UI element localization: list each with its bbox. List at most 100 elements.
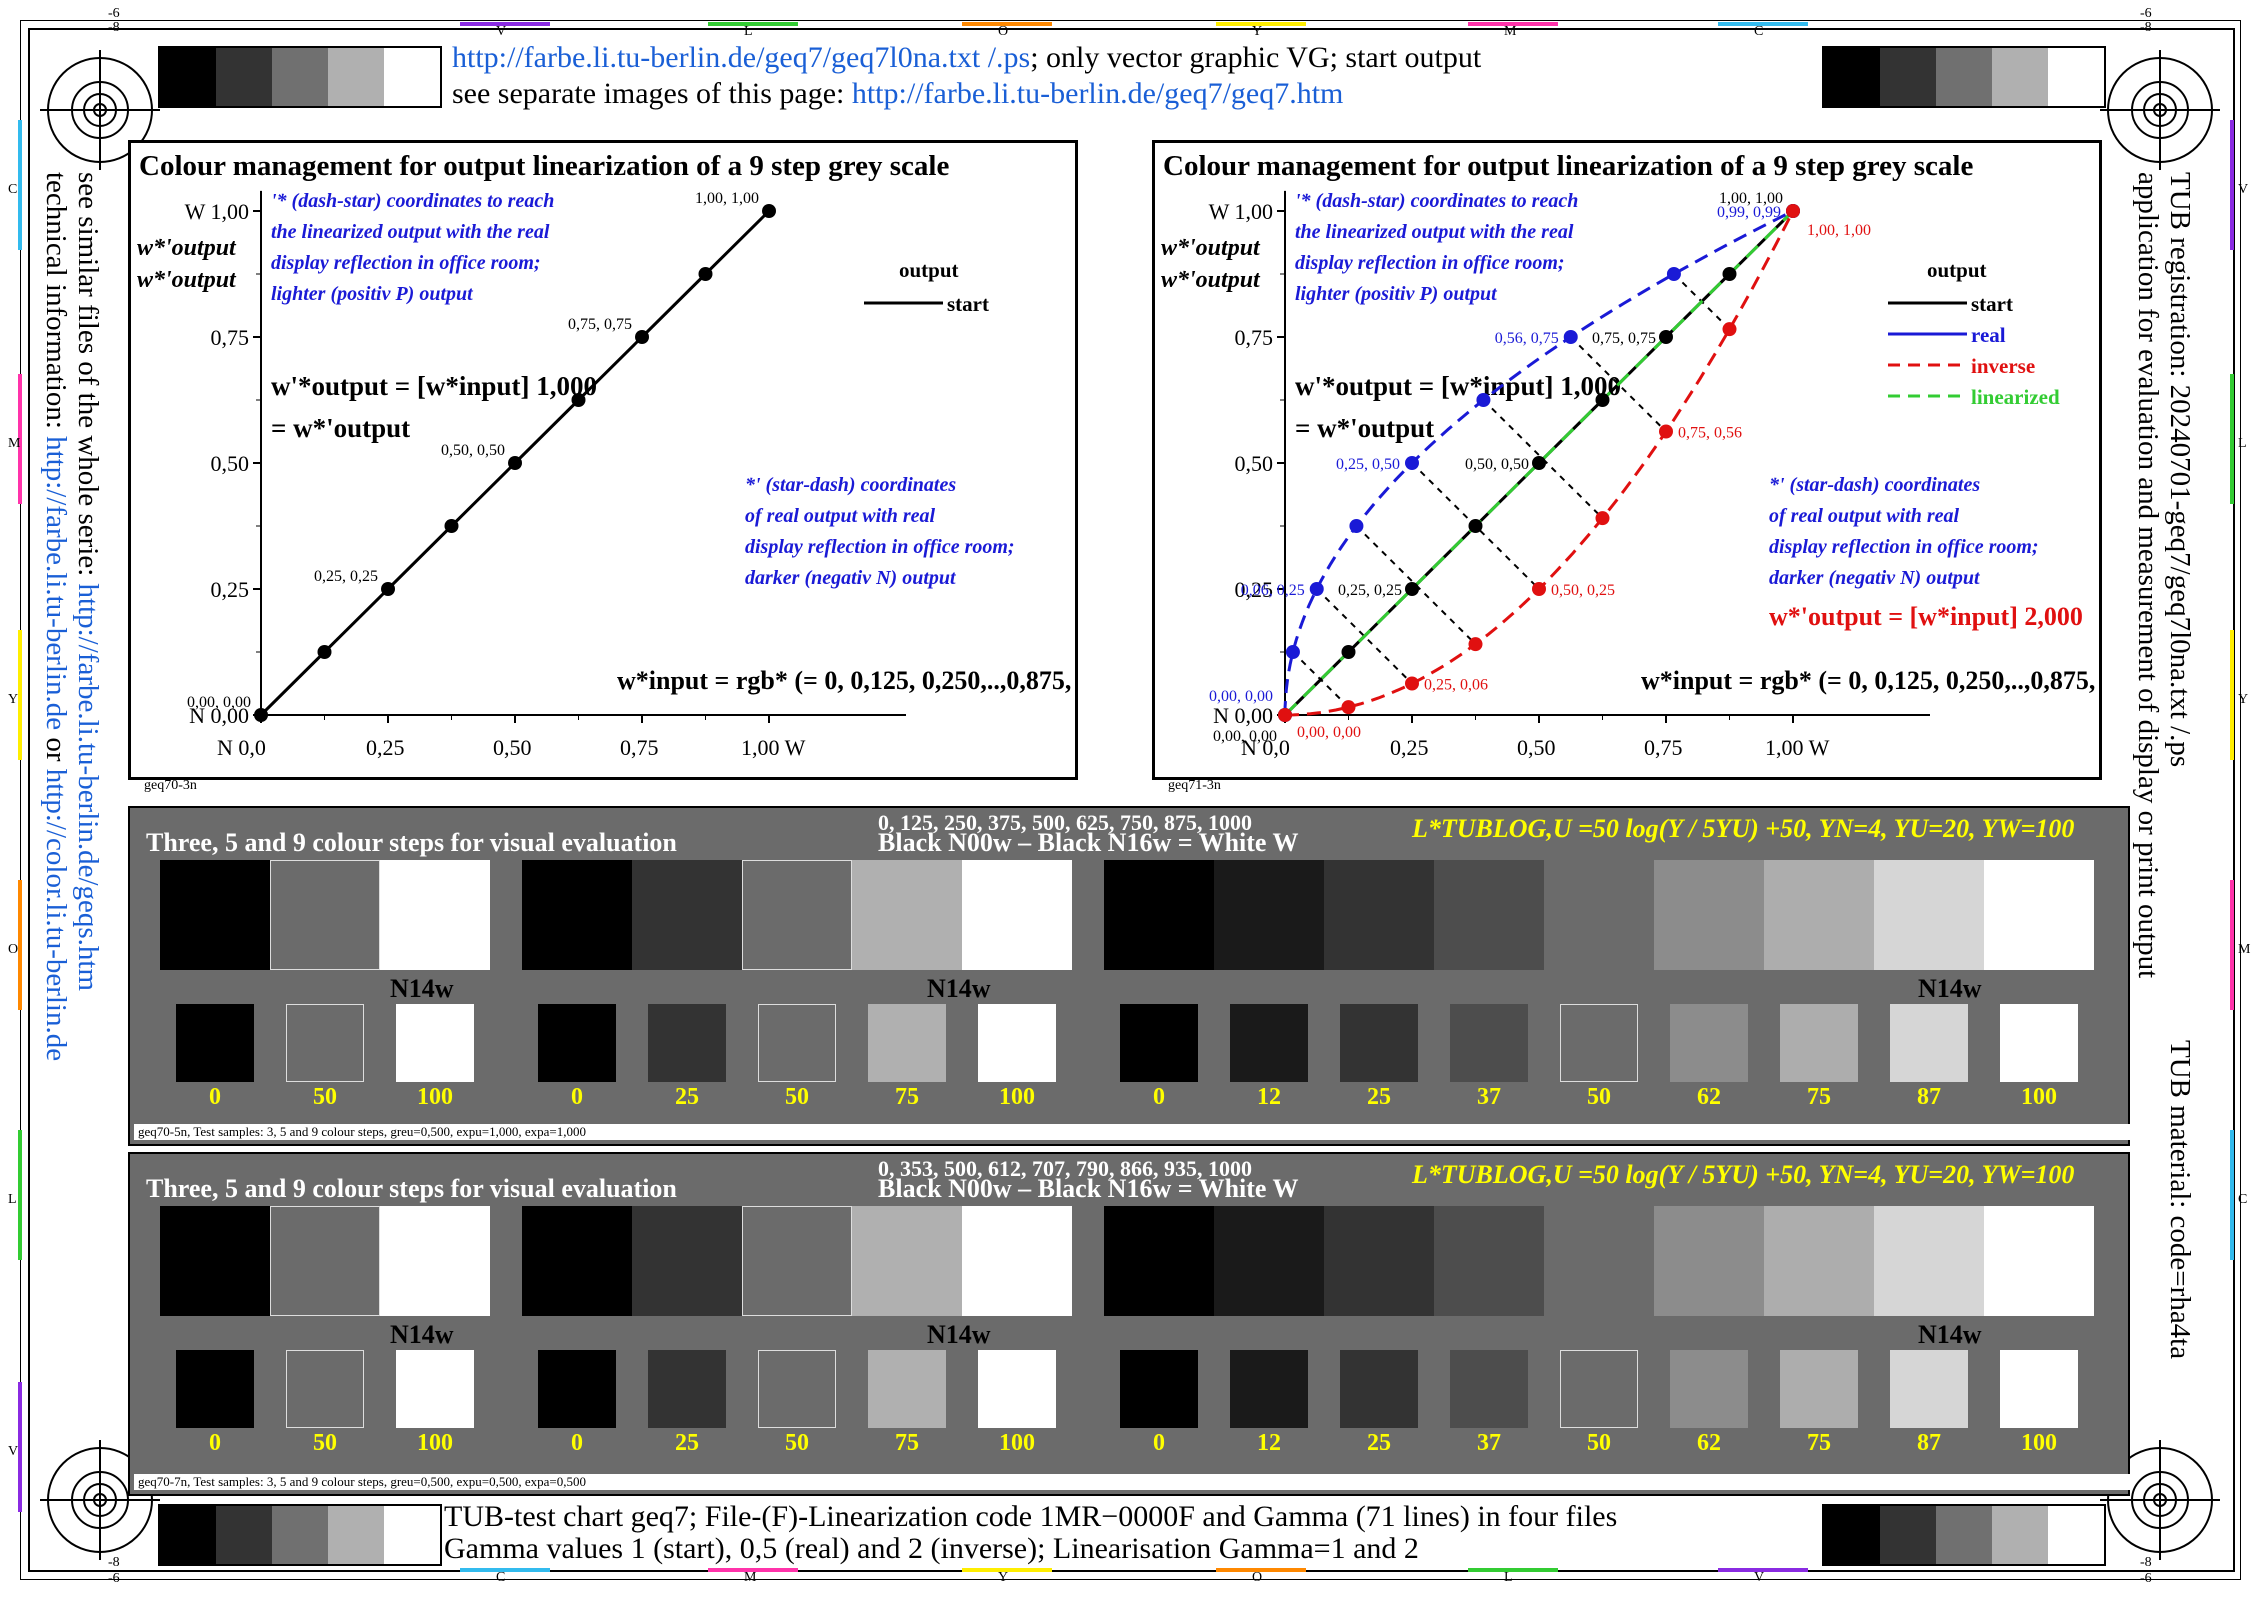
ruler-color-bar (1216, 1568, 1306, 1572)
large-grey-patch-outline (270, 1206, 380, 1316)
small-grey-patch (1780, 1350, 1858, 1428)
large-grey-patch (852, 860, 962, 970)
y-tick-label: W 1,00 (185, 199, 249, 224)
point-label: 0,25, 0,50 (1336, 456, 1400, 473)
ruler-letter: V (496, 24, 507, 39)
legend-title: output (1927, 258, 1987, 282)
small-grey-patch (978, 1350, 1056, 1428)
step-value-label: 75 (1807, 1084, 1831, 1110)
y-axis-label-2: w*'output (137, 267, 237, 293)
small-grey-patch (538, 1350, 616, 1428)
small-grey-patch (286, 1350, 364, 1428)
step-value-label: 12 (1257, 1084, 1281, 1110)
series-inverse-point (1278, 708, 1292, 722)
large-grey-patch (1214, 860, 1324, 970)
annotation-line: *' (star-dash) coordinates (1769, 474, 1980, 496)
n14-label: N14w (390, 974, 454, 1003)
evaluation-panel-1: Three, 5 and 9 colour steps for visual e… (128, 806, 2132, 1146)
step-value-label: 50 (785, 1084, 809, 1110)
step-value-label: 25 (675, 1430, 699, 1456)
small-grey-patch (978, 1004, 1056, 1082)
series-start-point (635, 330, 649, 344)
large-grey-patch-outline (742, 1206, 852, 1316)
small-grey-patch (176, 1004, 254, 1082)
grey-swatch (384, 48, 440, 106)
y-axis-label-1: w*'output (1161, 235, 1261, 261)
point-label: 0,50, 0,50 (441, 442, 505, 459)
ruler-color-bar (2230, 374, 2234, 504)
step-value-label: 87 (1917, 1084, 1941, 1110)
series-real-point (1666, 267, 1681, 281)
small-grey-patch (868, 1004, 946, 1082)
left-side-link-color[interactable]: http://color.li.tu-berlin.de (40, 768, 72, 1062)
chart-left-svg: Colour management for output linearizati… (137, 150, 1075, 760)
series-inverse-point (1468, 637, 1483, 652)
n14-label: N14w (1918, 1320, 1982, 1349)
chart-title: Colour management for output linearizati… (1163, 150, 1973, 182)
formula-1: w'*output = [w*input] 1,000 (271, 371, 597, 401)
step-value-label: 62 (1697, 1430, 1721, 1456)
step-value-label: 50 (313, 1084, 337, 1110)
point-label: 1,00, 1,00 (1807, 222, 1871, 239)
chart-title: Colour management for output linearizati… (139, 150, 949, 182)
corner-mark-br: -8 (2140, 1555, 2152, 1570)
header-line-1: http://farbe.li.tu-berlin.de/geq7/geq7l0… (452, 40, 1481, 76)
series-start-point (508, 456, 522, 470)
large-grey-patch (522, 860, 632, 970)
series-start-point (381, 582, 395, 596)
grey-swatch (1992, 48, 2048, 106)
panel-black-white: Black N00w – Black N16w = White W (878, 828, 1299, 857)
crosshair-target-bl (40, 1440, 160, 1560)
point-label: 0,06, 0,25 (1241, 582, 1305, 599)
step-value-label: 75 (1807, 1430, 1831, 1456)
step-value-label: 0 (571, 1430, 583, 1456)
left-side-link-farbe[interactable]: http://farbe.li.tu-berlin.de (40, 436, 72, 731)
y-axis-label-1: w*'output (137, 235, 237, 261)
header-link-geq7[interactable]: http://farbe.li.tu-berlin.de/geq7/geq7.h… (851, 77, 1344, 110)
left-side-part2: technical information: (40, 172, 72, 437)
small-grey-patch (1560, 1004, 1638, 1082)
ruler-color-bar (708, 22, 798, 26)
series-start-point (317, 645, 332, 659)
n14-label: N14w (927, 1320, 991, 1349)
large-grey-patch (270, 1206, 380, 1316)
series-real-point (1285, 645, 1300, 659)
left-side-link-geqs[interactable]: http://farbe.li.tu-berlin.de/geqs.htm (72, 583, 104, 992)
ruler-letter: Y (998, 1570, 1009, 1585)
large-grey-patch (632, 860, 742, 970)
point-label: 0,75, 0,75 (1592, 330, 1656, 347)
small-grey-patch (1450, 1350, 1528, 1428)
small-grey-patch (396, 1004, 474, 1082)
right-ruler: V L Y M C (2230, 0, 2260, 1600)
large-grey-patch (160, 860, 270, 970)
small-grey-patch (1340, 1004, 1418, 1082)
ruler-letter: C (496, 1570, 506, 1585)
n14-label: N14w (1918, 974, 1982, 1003)
point-label: 0,25, 0,25 (314, 568, 378, 585)
annotation-line: of real output with real (1769, 505, 1959, 527)
large-grey-patch (1984, 1206, 2094, 1316)
series-start-point (444, 519, 459, 533)
left-side-or: or (40, 730, 72, 769)
large-grey-patch (742, 1206, 852, 1316)
ruler-letter: O (998, 24, 1009, 39)
step-value-label: 100 (2021, 1084, 2057, 1110)
ruler-color-bar (2230, 120, 2234, 250)
step-value-label: 25 (1367, 1084, 1391, 1110)
panel-note: geq70-7n, Test samples: 3, 5 and 9 colou… (134, 1474, 2132, 1490)
small-grey-patch (1670, 1004, 1748, 1082)
chart-left: Colour management for output linearizati… (128, 140, 1078, 780)
header-link-geq7l0na[interactable]: http://farbe.li.tu-berlin.de/geq7/geq7l0… (452, 41, 1031, 74)
series-start-point (1722, 267, 1737, 281)
large-grey-patch (742, 860, 852, 970)
step-value-label: 0 (209, 1084, 221, 1110)
formula-2: = w*'output (1295, 413, 1434, 443)
series-start-point (1405, 582, 1419, 596)
point-label: 0,00, 0,00 (1213, 728, 1277, 745)
point-label: 0,75, 0,75 (568, 316, 632, 333)
left-side-text: see similar files of the whole serie: ht… (40, 172, 104, 1232)
x-tick-label: N 0,0 (217, 735, 266, 760)
x-tick-label: 0,50 (493, 735, 532, 760)
step-value-label: 62 (1697, 1084, 1721, 1110)
large-grey-patch (1544, 860, 1654, 970)
